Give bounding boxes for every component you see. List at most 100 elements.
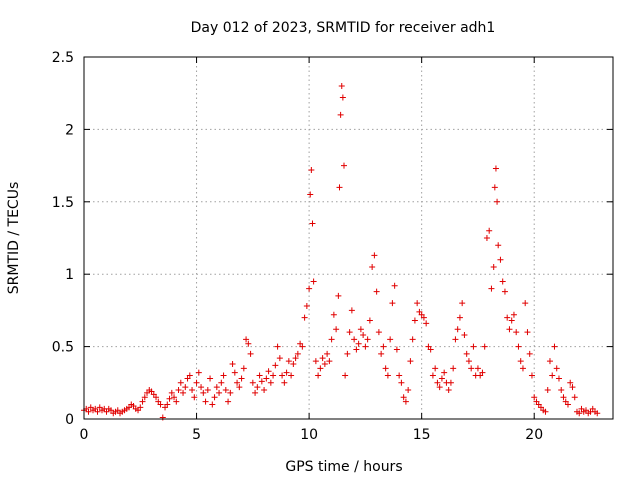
data-point [231,369,238,376]
data-point [553,365,560,372]
data-point [569,384,576,391]
data-point [94,408,101,415]
data-point [494,198,501,205]
data-point [506,326,513,333]
data-point [544,387,551,394]
data-point [508,317,515,324]
data-point [346,329,353,336]
data-point [474,365,481,372]
data-point [393,346,400,353]
data-point [398,379,405,386]
data-point [265,368,272,375]
data-point [411,317,418,324]
data-point [173,398,180,405]
data-point [384,372,391,379]
data-point [555,375,562,382]
data-point [434,379,441,386]
data-point [213,384,220,391]
data-point [517,358,524,365]
data-point [531,394,538,401]
data-point [549,372,556,379]
data-point [432,365,439,372]
data-point [159,414,166,421]
data-point [380,343,387,350]
data-point [272,362,279,369]
data-point [360,332,367,339]
data-point [157,401,164,408]
data-point [337,111,344,118]
data-point [321,360,328,367]
data-point [294,350,301,357]
data-point [290,360,297,367]
data-point [339,94,346,101]
data-point [309,220,316,227]
data-point [400,394,407,401]
data-point [558,387,565,394]
data-point [340,162,347,169]
data-point [510,311,517,318]
axis-ticks: 0 5 10 15 20 0 0.5 1 1.5 2 2.5 [52,50,613,443]
grid [84,57,613,419]
data-point [326,358,333,365]
y-tick-label: 0 [65,412,74,428]
data-point [263,375,270,382]
data-point [594,410,601,417]
data-point [501,288,508,295]
data-point [299,343,306,350]
data-point [85,408,92,415]
data-point [522,300,529,307]
data-point [389,300,396,307]
data-point [180,389,187,396]
data-point [519,365,526,372]
data-point [490,263,497,270]
data-point [240,365,247,372]
data-point [261,387,268,394]
data-point [195,369,202,376]
data-point [319,355,326,362]
data-point [456,314,463,321]
data-point [267,379,274,386]
data-point [546,358,553,365]
data-point [420,314,427,321]
y-tick-label: 2 [65,122,74,138]
data-point [452,336,459,343]
data-point [371,252,378,259]
data-point [186,372,193,379]
data-point [306,285,313,292]
y-axis-label: SRMTID / TECUs [6,182,22,295]
data-point [315,372,322,379]
y-tick-label: 1 [65,267,74,283]
data-point [252,389,259,396]
data-point [200,389,207,396]
data-point [483,235,490,241]
data-point [382,365,389,372]
data-point [234,379,241,386]
data-point [528,372,535,379]
data-point [274,343,281,350]
data-point [461,332,468,339]
data-point [216,389,223,396]
data-point [564,401,571,408]
data-point [447,379,454,386]
data-point [202,398,209,405]
data-series-adh1 [81,82,601,421]
x-tick-label: 15 [413,427,431,443]
data-point [465,358,472,365]
data-point [450,365,457,372]
data-point [366,317,373,324]
data-point [373,288,380,295]
data-point [249,379,256,386]
data-point [193,379,200,386]
data-point [207,375,214,382]
data-point [427,346,434,353]
data-point [324,350,331,357]
data-point [153,394,160,401]
data-point [391,282,398,289]
data-point [220,372,227,379]
data-point [402,398,409,405]
data-point [504,314,511,321]
x-tick-label: 20 [525,427,543,443]
data-point [258,378,265,385]
data-point [479,369,486,376]
data-point [204,387,211,394]
